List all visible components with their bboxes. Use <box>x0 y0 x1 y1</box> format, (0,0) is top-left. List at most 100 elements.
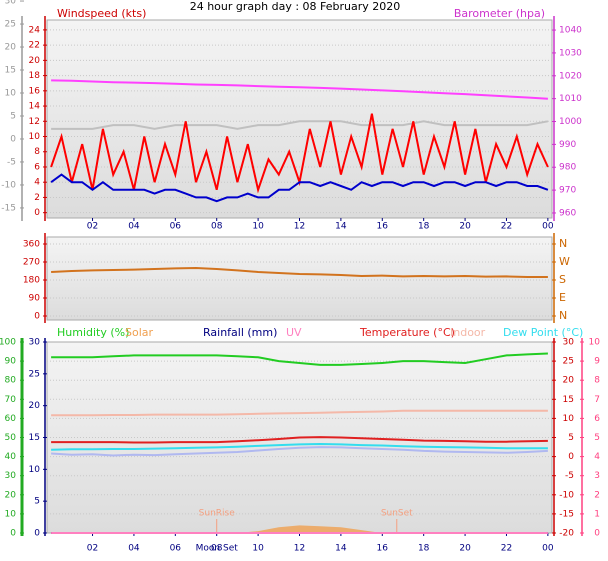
x-tick-label: 18 <box>418 222 430 232</box>
tick-label: 90 <box>29 294 41 304</box>
tick-label: 6 <box>594 414 600 424</box>
tick-label: 9 <box>594 357 600 367</box>
tick-label: 2 <box>594 490 600 500</box>
tick-label: N <box>559 309 567 322</box>
tick-label: 10 <box>29 465 41 475</box>
series-line <box>51 266 548 278</box>
tick-label: 70 <box>5 395 17 405</box>
tick-label: 2 <box>34 193 40 203</box>
tick-label: 8 <box>34 147 40 157</box>
tick-label: 10 <box>5 89 17 99</box>
x-tick-label: 16 <box>377 544 389 554</box>
tick-label: 20 <box>563 376 575 386</box>
legend-entry: Humidity (%) <box>57 326 129 339</box>
tick-label: 15 <box>563 395 574 405</box>
tick-label: 30 <box>563 338 575 348</box>
x-tick-label: 04 <box>128 222 140 232</box>
tick-label: 0 <box>594 529 600 539</box>
series-line <box>51 79 548 100</box>
annotation: SunSet <box>381 509 413 519</box>
series-line <box>51 352 548 366</box>
series-line <box>51 446 548 457</box>
tick-label: -15 <box>559 509 574 519</box>
tick-label: -15 <box>1 203 16 213</box>
tick-label: -20 <box>559 529 574 539</box>
x-tick-label: 14 <box>335 544 347 554</box>
series-line <box>51 442 548 451</box>
plot-area <box>46 19 553 219</box>
tick-label: 5 <box>34 497 40 507</box>
tick-label: 1 <box>594 509 600 519</box>
tick-label: 30 <box>5 471 17 481</box>
legend-entry: Temperature (°C) <box>359 326 455 339</box>
tick-label: 16 <box>29 86 41 96</box>
tick-label: 180 <box>23 276 40 286</box>
series-line <box>51 436 548 444</box>
tick-label: N <box>559 237 567 250</box>
tick-label: 10 <box>589 338 601 348</box>
tick-label: 360 <box>23 240 40 250</box>
tick-label: 0 <box>10 134 16 144</box>
legend-entry: Rainfall (mm) <box>203 326 277 339</box>
tick-label: 90 <box>5 357 17 367</box>
series-line <box>51 120 549 130</box>
tick-label: 970 <box>559 186 576 196</box>
x-tick-label: 02 <box>87 222 98 232</box>
legend-entry: Dew Point (°C) <box>503 326 583 339</box>
x-tick-label: 00 <box>542 222 554 232</box>
tick-label: 10 <box>29 132 41 142</box>
legend-entry: Indoor <box>450 326 486 339</box>
legend-entry: UV <box>286 326 302 339</box>
x-tick-label: 06 <box>170 544 182 554</box>
x-tick-label: 10 <box>252 222 264 232</box>
tick-label: 25 <box>563 357 574 367</box>
x-tick-label: 08 <box>211 222 223 232</box>
tick-label: 6 <box>34 162 40 172</box>
plot-area <box>46 236 553 321</box>
tick-label: 1020 <box>559 71 582 81</box>
tick-label: 22 <box>29 41 40 51</box>
tick-label: 0 <box>34 208 40 218</box>
tick-label: 1010 <box>559 94 582 104</box>
tick-label: 10 <box>563 414 575 424</box>
tick-label: -5 <box>7 157 16 167</box>
tick-label: 20 <box>5 490 17 500</box>
tick-label: 4 <box>34 178 40 188</box>
annotation: Moon Set <box>196 544 239 554</box>
tick-label: 60 <box>5 414 17 424</box>
tick-label: 0 <box>568 452 574 462</box>
tick-label: S <box>559 273 566 286</box>
tick-label: 960 <box>559 208 576 218</box>
tick-label: 5 <box>594 433 600 443</box>
tick-label: 0 <box>34 312 40 322</box>
tick-label: 10 <box>5 509 17 519</box>
annotation: SunRise <box>199 509 236 519</box>
tick-label: 40 <box>5 452 17 462</box>
x-tick-label: 16 <box>377 222 389 232</box>
tick-label: 7 <box>594 395 600 405</box>
x-tick-label: 10 <box>252 544 264 554</box>
x-tick-label: 14 <box>335 222 347 232</box>
tick-label: 20 <box>29 56 41 66</box>
tick-label: 100 <box>0 338 16 348</box>
x-tick-label: 22 <box>501 544 512 554</box>
axis-title: Windspeed (kts) <box>57 7 146 20</box>
tick-label: -5 <box>565 471 574 481</box>
x-tick-label: 12 <box>294 222 305 232</box>
tick-label: 50 <box>5 433 17 443</box>
tick-label: 0 <box>10 529 16 539</box>
page-title: 24 hour graph day : 08 February 2020 <box>190 0 401 13</box>
tick-label: 1030 <box>559 48 582 58</box>
tick-label: 1000 <box>559 117 582 127</box>
x-tick-label: 20 <box>459 544 471 554</box>
tick-label: 20 <box>5 43 17 53</box>
x-tick-label: 04 <box>128 544 140 554</box>
tick-label: 80 <box>5 376 17 386</box>
x-tick-label: 12 <box>294 544 305 554</box>
tick-label: E <box>559 291 566 304</box>
legend-entry: Solar <box>125 326 154 339</box>
tick-label: 24 <box>29 25 41 35</box>
x-tick-label: 08 <box>211 544 223 554</box>
x-tick-label: 22 <box>501 222 512 232</box>
